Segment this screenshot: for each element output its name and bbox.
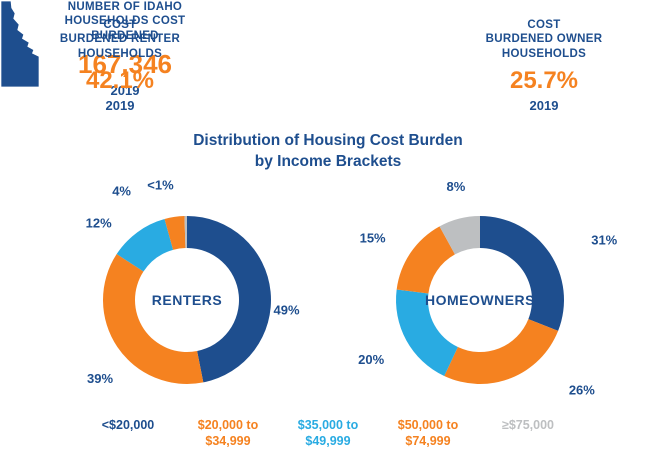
donut-center-label: HOMEOWNERS [425,292,535,308]
donut-segment [396,226,455,294]
donut-segment-label: 20% [358,352,384,367]
donut-segment [439,216,480,255]
donut-segment [187,216,272,383]
section-title: Distribution of Housing Cost Burden by I… [193,132,463,170]
donut-segment [164,216,186,250]
donut-segment [184,216,187,249]
donut-segment [480,216,564,331]
donut-segment-label: 8% [446,179,465,194]
donut-svg: 31% 26% 20% 15% 8% HOMEOWNERS [358,179,618,398]
legend-item-20k-34k: $20,000 to $34,999 [197,418,259,449]
renter-stat-block: COST BURDENED RENTER HOUSEHOLDS 42.1% 20… [30,18,210,113]
idaho-stat-text: NUMBER OF IDAHO HOUSEHOLDS COST BURDENED… [50,0,200,98]
homeowners-donut-chart: 31% 26% 20% 15% 8% HOMEOWNERS [352,172,632,424]
legend-item-35k-49k: $35,000 to $49,999 [297,418,359,449]
donut-segment-label: <1% [147,178,174,193]
donut-segment [103,254,204,384]
owner-stat-title: COST BURDENED OWNER HOUSEHOLDS [485,19,603,60]
idaho-stat-year: 2019 [110,83,140,99]
idaho-stat-title: NUMBER OF IDAHO HOUSEHOLDS COST BURDENED [64,1,186,42]
renter-stat-title: COST BURDENED RENTER HOUSEHOLDS [59,19,181,60]
donut-segment-label: 49% [273,302,299,317]
renters-donut-chart: 49% 39% 12% 4% <1% RENTERS [59,172,339,424]
donut-segment [444,319,559,384]
legend-item-50k-74k: $50,000 to $74,999 [397,418,459,449]
donut-segment-label: 39% [87,371,113,386]
legend-item-under-20k: <$20,000 [101,418,155,432]
idaho-state-icon [1,1,39,87]
idaho-stat-block: NUMBER OF IDAHO HOUSEHOLDS COST BURDENED… [0,0,656,98]
income-bracket-legend: <$20,000 $20,000 to $34,999 $35,000 to $… [0,417,656,450]
renter-stat-value: 42.1% [85,67,155,95]
donut-segment-label: 26% [569,383,595,398]
legend-item-75k-plus: ≥$75,000 [501,418,555,432]
idaho-stat-value: 167,346 [78,49,172,80]
owner-stat-block: COST BURDENED OWNER HOUSEHOLDS 25.7% 201… [450,18,638,113]
donut-segment-label: 12% [86,216,112,231]
donut-segment [116,219,174,272]
donut-svg: 49% 39% 12% 4% <1% RENTERS [86,178,300,386]
owner-stat-value: 25.7% [509,67,579,95]
donut-center-label: RENTERS [152,292,222,308]
owner-stat-year: 2019 [529,98,559,114]
donut-segment [396,289,458,377]
donut-segment-label: 4% [112,184,131,199]
renter-stat-year: 2019 [105,98,135,114]
donut-segment-label: 15% [360,231,386,246]
donut-segment-label: 31% [591,232,617,247]
